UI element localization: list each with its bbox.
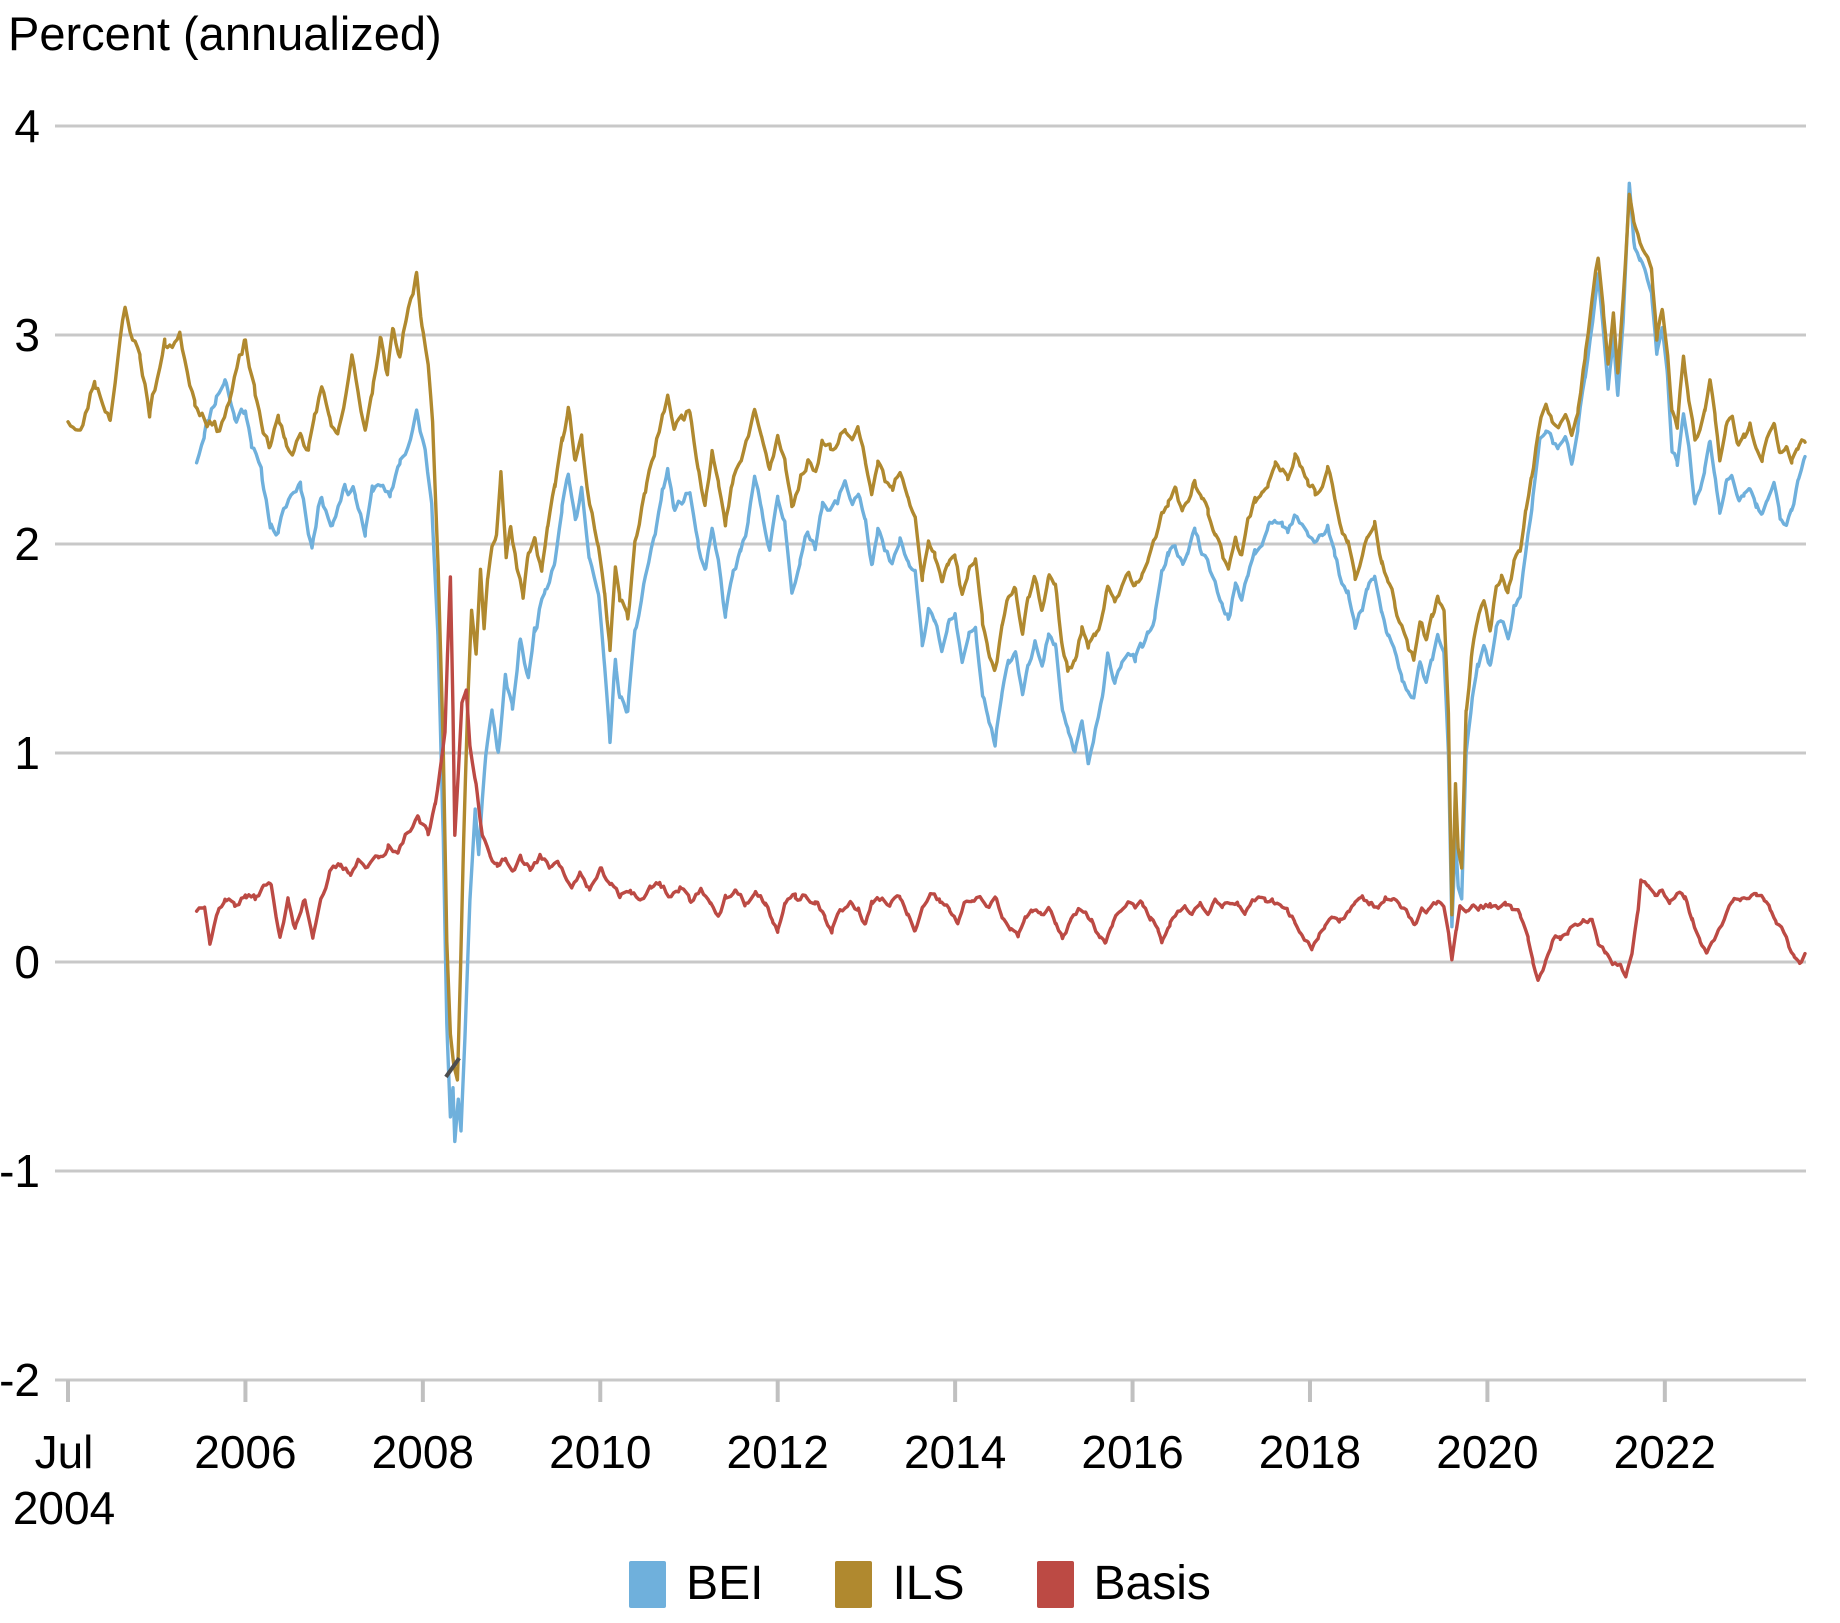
- y-tick-label-3: 3: [14, 309, 40, 361]
- x-tick-label-2010: 2010: [549, 1426, 651, 1478]
- y-tick-label-0: 0: [14, 936, 40, 988]
- y-tick-label--2: -2: [0, 1354, 40, 1406]
- series-line-bei: [194, 181, 1807, 1144]
- legend-label-bei: BEI: [686, 1557, 764, 1610]
- series-line-basis: [194, 575, 1807, 982]
- y-tick-label-1: 1: [14, 727, 40, 779]
- legend-label-basis: Basis: [1093, 1557, 1211, 1610]
- annotation-dash: [444, 1056, 461, 1079]
- legend-label-ils: ILS: [892, 1557, 965, 1610]
- legend-item-basis: Basis: [1036, 1557, 1211, 1610]
- x-tick-label-2016: 2016: [1081, 1426, 1183, 1478]
- x-tick-label-start-year: 2004: [13, 1482, 115, 1534]
- bei-swatch-icon: [629, 1560, 667, 1608]
- x-tick-label-2022: 2022: [1614, 1426, 1716, 1478]
- legend-item-ils: ILS: [835, 1557, 965, 1610]
- series-line-ils: [66, 192, 1807, 1082]
- legend: BEI ILS Basis: [0, 1560, 1840, 1608]
- legend-item-bei: BEI: [629, 1560, 763, 1608]
- x-tick-label-2020: 2020: [1436, 1426, 1538, 1478]
- x-tick-label-2018: 2018: [1259, 1426, 1361, 1478]
- y-tick-label--1: -1: [0, 1145, 40, 1197]
- x-tick-label-2006: 2006: [194, 1426, 296, 1478]
- y-tick-label-2: 2: [14, 518, 40, 570]
- y-tick-label-4: 4: [14, 100, 40, 152]
- x-tick-label-2014: 2014: [904, 1426, 1006, 1478]
- x-tick-label-start-month: Jul: [35, 1426, 94, 1478]
- basis-swatch-icon: [1036, 1560, 1074, 1608]
- ils-swatch-icon: [835, 1560, 873, 1608]
- x-tick-label-2008: 2008: [372, 1426, 474, 1478]
- x-tick-label-2012: 2012: [727, 1426, 829, 1478]
- y-axis-title: Percent (annualized): [8, 7, 442, 60]
